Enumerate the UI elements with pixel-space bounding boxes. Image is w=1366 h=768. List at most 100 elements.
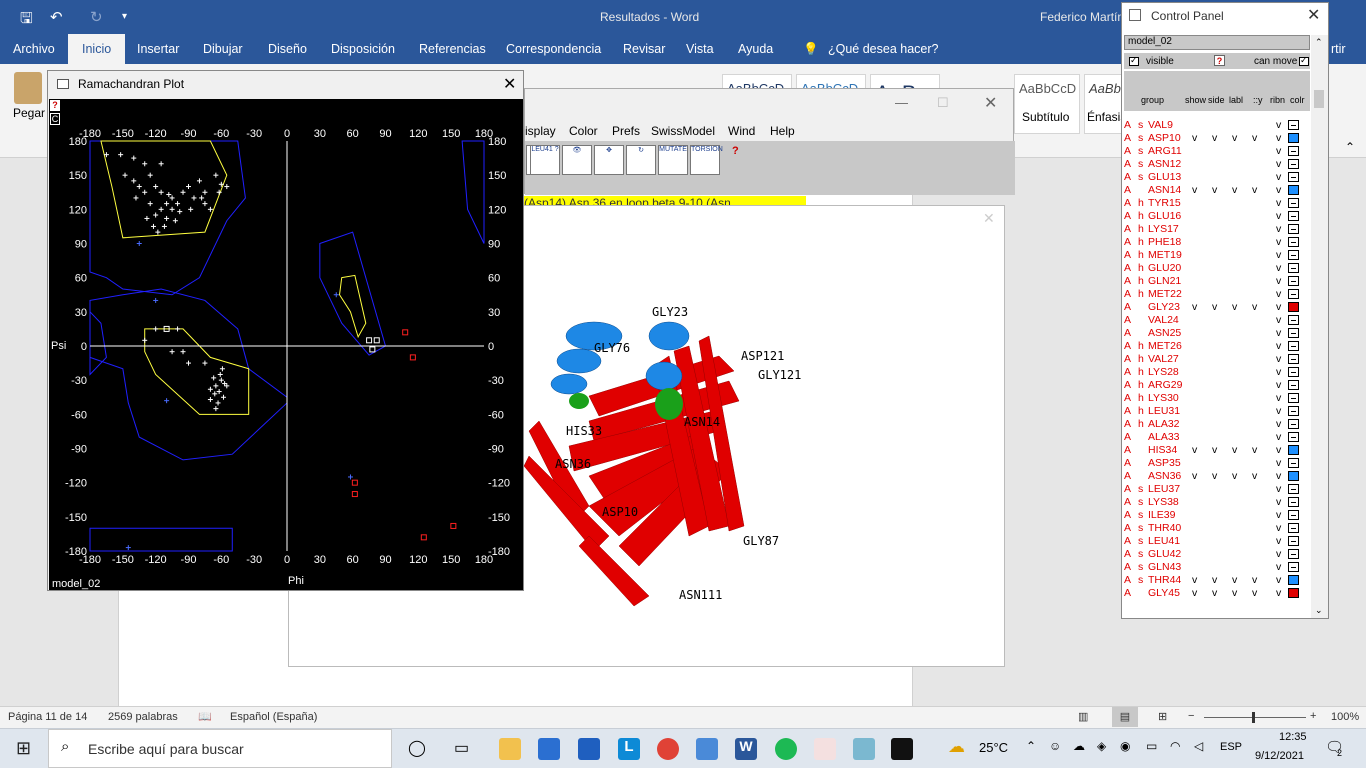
tab-correspondencia[interactable]: Correspondencia [506, 42, 602, 56]
residue-name[interactable]: MET22 [1148, 288, 1182, 300]
toggle-mark[interactable]: v [1276, 301, 1282, 313]
battery-icon[interactable]: ▭ [1146, 739, 1158, 753]
snip-icon[interactable] [814, 738, 836, 760]
color-swatch[interactable] [1288, 419, 1299, 429]
residue-name[interactable]: VAL24 [1148, 314, 1179, 326]
color-swatch[interactable] [1288, 380, 1299, 390]
color-swatch[interactable] [1288, 341, 1299, 351]
taskbar-search[interactable]: ⌕ Escribe aquí para buscar [48, 729, 392, 768]
toggle-mark[interactable]: v [1212, 574, 1218, 586]
residue-name[interactable]: GLU16 [1148, 210, 1182, 222]
residue-row[interactable]: A ASN25 v [1124, 327, 1314, 340]
color-swatch[interactable] [1288, 510, 1299, 520]
toggle-mark[interactable]: v [1252, 587, 1258, 599]
toggle-mark[interactable]: v [1192, 574, 1198, 586]
tab-diseno[interactable]: Diseño [268, 42, 307, 56]
app-icon[interactable] [853, 738, 875, 760]
word-count[interactable]: 2569 palabras [108, 711, 178, 723]
windows-start-icon[interactable]: ⊞ [16, 738, 32, 758]
maximize-icon[interactable]: ☐ [937, 95, 949, 110]
residue-row[interactable]: A GLY23 v v v v v [1124, 301, 1314, 314]
color-swatch[interactable] [1288, 276, 1299, 286]
residue-name[interactable]: ASP35 [1148, 457, 1181, 469]
color-swatch[interactable] [1288, 263, 1299, 273]
style-emphasis[interactable]: AaBb [1084, 74, 1124, 134]
print-layout-icon[interactable]: ▤ [1112, 707, 1138, 727]
tab-dibujar[interactable]: Dibujar [203, 42, 243, 56]
toggle-mark[interactable]: v [1192, 470, 1198, 482]
color-swatch[interactable] [1288, 224, 1299, 234]
residue-row[interactable]: A VAL24 v [1124, 314, 1314, 327]
residue-name[interactable]: ASN14 [1148, 184, 1182, 196]
residue-row[interactable]: A ASP35 v [1124, 457, 1314, 470]
toggle-mark[interactable]: v [1212, 444, 1218, 456]
toggle-mark[interactable]: v [1212, 184, 1218, 196]
toggle-mark[interactable]: v [1276, 314, 1282, 326]
notifications-icon[interactable]: 🗨 [1325, 739, 1345, 756]
toggle-mark[interactable]: v [1276, 561, 1282, 573]
web-layout-icon[interactable]: ⊞ [1158, 711, 1168, 723]
redo-icon[interactable]: ↻ [90, 9, 103, 26]
tab-ayuda[interactable]: Ayuda [738, 42, 774, 56]
file-explorer-icon[interactable] [499, 738, 521, 760]
tab-insertar[interactable]: Insertar [137, 42, 180, 56]
chimera-taskbar-icon[interactable] [891, 738, 913, 760]
toggle-mark[interactable]: v [1232, 132, 1238, 144]
color-swatch[interactable] [1288, 497, 1299, 507]
color-swatch[interactable] [1288, 393, 1299, 403]
menu-display[interactable]: isplay [525, 124, 556, 138]
color-swatch[interactable] [1288, 432, 1299, 442]
toggle-mark[interactable]: v [1276, 392, 1282, 404]
cp-scrollbar[interactable]: ⌃ ⌄ [1311, 35, 1328, 618]
toggle-mark[interactable]: v [1276, 470, 1282, 482]
residue-name[interactable]: TYR15 [1148, 197, 1181, 209]
toggle-mark[interactable]: v [1192, 184, 1198, 196]
menu-prefs[interactable]: Prefs [612, 124, 641, 138]
color-swatch[interactable] [1288, 237, 1299, 247]
residue-name[interactable]: LEU41 [1148, 535, 1181, 547]
color-swatch[interactable] [1288, 315, 1299, 325]
residue-row[interactable]: A ASN36 v v v v v [1124, 470, 1314, 483]
toggle-mark[interactable]: v [1232, 574, 1238, 586]
clock-time[interactable]: 12:35 [1279, 731, 1307, 743]
undo-icon[interactable]: ↶ [50, 9, 63, 26]
clock-date[interactable]: 9/12/2021 [1255, 750, 1304, 762]
menu-color[interactable]: Color [569, 124, 598, 138]
zoom-thumb[interactable] [1252, 712, 1255, 723]
residue-name[interactable]: ASP10 [1148, 132, 1181, 144]
rama-close-icon[interactable]: ✕ [503, 76, 517, 93]
toggle-mark[interactable]: v [1276, 223, 1282, 235]
color-swatch[interactable] [1288, 406, 1299, 416]
zoom-out-icon[interactable]: − [1188, 710, 1195, 722]
color-swatch[interactable] [1288, 562, 1299, 572]
toggle-mark[interactable]: v [1276, 171, 1282, 183]
l-app-icon[interactable]: L [618, 738, 640, 760]
residue-row[interactable]: A ALA33 v [1124, 431, 1314, 444]
residue-row[interactable]: A GLY45 v v v v v [1124, 587, 1314, 600]
tray-chevron-icon[interactable]: ⌃ [1026, 739, 1037, 753]
toggle-mark[interactable]: v [1276, 379, 1282, 391]
toggle-mark[interactable]: v [1192, 301, 1198, 313]
toggle-mark[interactable]: v [1212, 301, 1218, 313]
residue-name[interactable]: ASN36 [1148, 470, 1182, 482]
language[interactable]: Español (España) [230, 711, 318, 723]
toggle-mark[interactable]: v [1276, 457, 1282, 469]
color-swatch[interactable] [1288, 354, 1299, 364]
zoom-in-icon[interactable]: + [1310, 710, 1317, 722]
spotify-icon[interactable] [775, 738, 797, 760]
tool-rotate-icon[interactable]: ↻ [626, 145, 656, 175]
toggle-mark[interactable]: v [1192, 444, 1198, 456]
zoom-level[interactable]: 100% [1331, 711, 1360, 723]
toggle-mark[interactable]: v [1252, 574, 1258, 586]
toggle-mark[interactable]: v [1232, 444, 1238, 456]
tool-torsion-icon[interactable]: TORSION [690, 145, 723, 175]
